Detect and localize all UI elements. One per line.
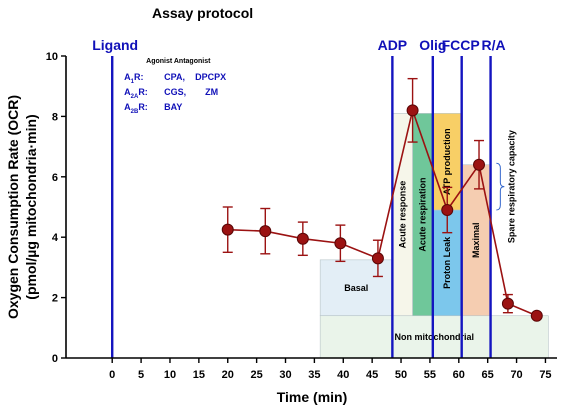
data-point [441,204,454,217]
data-point [501,297,514,310]
phase-boxes: Basal Non mitochondrial Acute response Acut… [319,113,549,359]
phase-label: Basal [344,283,368,293]
legend-agonist: CGS, [164,87,186,97]
legend-agonist: CPA, [164,72,185,82]
x-tick-label: 30 [279,369,291,381]
x-tick-label: 0 [109,369,115,381]
spare-capacity-brace [496,162,505,211]
x-tick-label: 35 [308,369,320,381]
phase-label: Acute respiration [418,178,428,252]
data-point [530,309,543,322]
x-tick-label: 75 [539,369,551,381]
y-tick-label: 8 [52,111,58,123]
y-tick-label: 0 [52,353,58,365]
chart-title: Assay protocol [152,5,253,21]
data-point [296,232,309,245]
series-line [227,107,538,317]
x-tick-label: 40 [337,369,349,381]
legend-row: A2BR: [124,102,148,115]
y-tick-label: 2 [52,293,58,305]
legend-header: Agonist Antagonist [146,58,211,65]
x-tick-label: 50 [395,369,407,381]
x-tick-label: 10 [164,369,176,381]
data-point [371,252,384,265]
legend-row: A1R: [124,72,143,85]
phase-box [461,164,491,317]
data-point [473,158,486,171]
x-tick-label: 65 [482,369,494,381]
phase-label: Acute response [397,181,407,249]
x-tick-label: 60 [453,369,465,381]
x-tick-label: 20 [222,369,234,381]
event-label: R/A [482,37,506,53]
event-label: FCCP [442,37,480,53]
x-tick-label: 5 [138,369,144,381]
legend-row: A2AR: [124,87,148,100]
y-tick-label: 6 [52,172,58,184]
phase-label: Non mitochondrial [395,332,475,342]
x-tick-label: 55 [424,369,436,381]
x-tick-label: 70 [510,369,522,381]
data-point [221,223,234,236]
y-tick-label: 4 [52,232,59,244]
event-label: ADP [378,37,408,53]
event-label: Olig [419,37,446,53]
x-tick-label: 25 [250,369,262,381]
x-tick-label: 45 [366,369,378,381]
legend-antagonist: DPCPX [195,72,226,82]
y-axis-label-line1: Oxygen Consumption Rate (OCR) [5,95,21,319]
y-tick-label: 10 [46,51,58,63]
phase-label: Maximal [471,222,481,258]
legend-antagonist: ZM [205,87,218,97]
phase-box [319,315,549,359]
ocr-series [221,77,543,322]
y-axis-label-line2: (pmol/µg mitochondria·min) [23,114,39,299]
x-tick-label: 15 [193,369,205,381]
phase-label: ATP production [442,128,452,195]
data-point [406,104,419,117]
x-axis-label: Time (min) [277,389,348,405]
legend-agonist: BAY [164,102,182,112]
event-label: Ligand [92,37,138,53]
data-point [334,237,347,250]
data-point [259,225,272,238]
phase-box [319,259,393,317]
phase-label: Proton Leak [442,236,452,289]
spare-capacity-label: Spare respiratory capacity [506,130,516,243]
axes: 0 2 4 6 8 10 0 5 10 15 20 25 30 35 40 45 50 55 60 65 70 75 [46,51,557,381]
